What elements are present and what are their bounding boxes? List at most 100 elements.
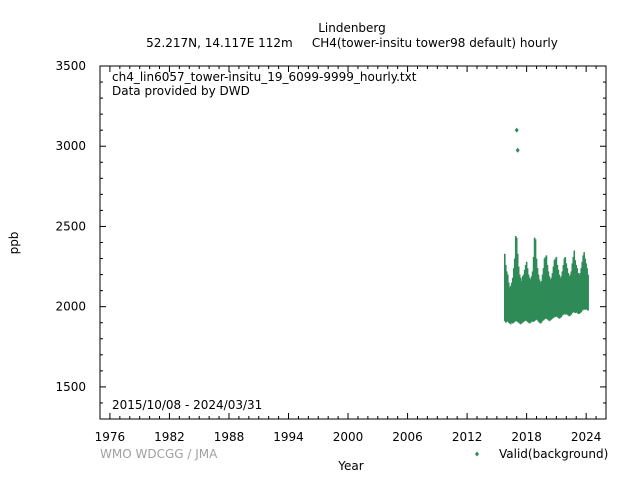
data-range-mark: [581, 261, 583, 311]
y-tick-label: 1500: [55, 380, 86, 394]
data-range-mark: [542, 268, 545, 321]
data-range-mark: [507, 282, 510, 323]
data-range-mark: [582, 255, 584, 310]
data-range-mark: [540, 281, 543, 323]
y-tick-label: 3000: [55, 139, 86, 153]
data-range-mark: [518, 274, 521, 324]
data-range-mark: [551, 272, 554, 319]
data-range-mark: [561, 271, 564, 316]
x-axis-label: Year: [337, 459, 363, 473]
data-range-mark: [584, 258, 586, 310]
data-range-mark: [513, 258, 516, 322]
data-range-mark: [512, 268, 515, 323]
x-tick-label: 1976: [95, 430, 126, 444]
data-points: [504, 127, 589, 325]
data-range-mark: [543, 258, 546, 320]
data-range-mark: [515, 237, 518, 322]
data-range-mark: [509, 285, 512, 325]
data-range-mark: [579, 272, 581, 314]
data-range-mark: [570, 271, 573, 315]
data-range-mark: [578, 274, 581, 314]
data-range-mark: [527, 274, 530, 323]
data-range-mark: [525, 261, 528, 322]
data-range-mark: [560, 276, 563, 318]
data-range-mark: [585, 263, 587, 310]
x-tick-label: 1988: [214, 430, 245, 444]
data-range-mark: [514, 236, 517, 322]
data-range-mark: [571, 263, 574, 314]
data-range-mark: [563, 258, 566, 314]
data-range-mark: [554, 258, 557, 318]
data-range-mark: [586, 268, 588, 310]
data-range-mark: [517, 266, 520, 323]
data-range-mark: [521, 276, 524, 323]
data-range-mark: [544, 256, 547, 319]
data-range-mark: [568, 276, 571, 317]
x-tick-label: 1982: [154, 430, 185, 444]
data-range-mark: [559, 277, 562, 318]
data-range-mark: [553, 260, 556, 318]
provider-annotation: Data provided by DWD: [112, 84, 250, 98]
data-range-mark: [574, 260, 577, 314]
data-range-mark: [552, 266, 555, 318]
x-tick-label: 1994: [273, 430, 304, 444]
data-range-mark: [536, 268, 539, 321]
data-range-mark: [547, 271, 550, 321]
data-range-mark: [538, 279, 541, 323]
data-range-mark: [580, 268, 582, 313]
x-tick-label: 2012: [452, 430, 483, 444]
data-range-mark: [510, 282, 513, 323]
data-range-mark: [505, 271, 508, 322]
data-range-mark: [532, 256, 535, 322]
data-range-mark: [576, 268, 579, 314]
x-tick-label: 2000: [333, 430, 364, 444]
x-tick-label: 2018: [511, 430, 542, 444]
data-range-mark: [566, 268, 569, 315]
data-range-mark: [531, 271, 534, 322]
data-range-mark: [556, 264, 559, 318]
data-range-mark: [573, 250, 576, 313]
data-range-mark: [506, 274, 509, 322]
data-range-mark: [558, 274, 561, 319]
data-range-mark: [539, 282, 542, 324]
plot-area-frame: [99, 65, 607, 420]
data-range-mark: [587, 274, 589, 311]
legend-marker-icon: [475, 451, 479, 457]
data-range-mark: [555, 256, 558, 317]
data-range-mark: [504, 253, 506, 322]
data-range-mark: [567, 272, 570, 316]
data-range-mark: [523, 269, 526, 322]
y-tick-label: 3500: [55, 59, 86, 73]
data-range-mark: [504, 264, 507, 323]
y-axis-label: ppb: [7, 232, 21, 255]
data-range-mark: [564, 256, 567, 315]
data-range-mark: [528, 277, 531, 324]
outlier-point: [514, 127, 519, 133]
data-range-mark: [526, 268, 529, 322]
data-range-mark: [569, 274, 572, 316]
period-annotation: 2015/10/08 - 2024/03/31: [112, 398, 262, 412]
data-range-mark: [522, 274, 525, 322]
data-range-mark: [572, 256, 575, 313]
x-axis: 1976 1982 1988 1994 2000 2006 2012 2018 2024: [95, 66, 607, 444]
data-range-mark: [575, 264, 578, 313]
data-range-mark: [535, 258, 538, 320]
data-range-mark: [533, 237, 536, 322]
data-range-mark: [520, 281, 523, 324]
data-range-mark: [545, 255, 548, 319]
data-range-mark: [583, 252, 585, 310]
data-range-mark: [530, 276, 533, 322]
data-range-mark: [541, 274, 544, 322]
x-tick-label: 2024: [571, 430, 602, 444]
credit-text: WMO WDCGG / JMA: [100, 447, 218, 461]
data-range-mark: [549, 279, 552, 321]
x-tick-label: 2006: [392, 430, 423, 444]
filename-annotation: ch4_lin6057_tower-insitu_19_6099-9999_ho…: [112, 70, 417, 84]
y-tick-label: 2500: [55, 219, 86, 233]
legend-label: Valid(background): [499, 447, 608, 461]
data-range-mark: [577, 272, 580, 314]
chart-title: Lindenberg: [318, 21, 386, 35]
chart-subtitle: 52.217N, 14.117E 112m CH4(tower-insitu t…: [146, 36, 558, 50]
data-range-mark: [534, 239, 537, 321]
